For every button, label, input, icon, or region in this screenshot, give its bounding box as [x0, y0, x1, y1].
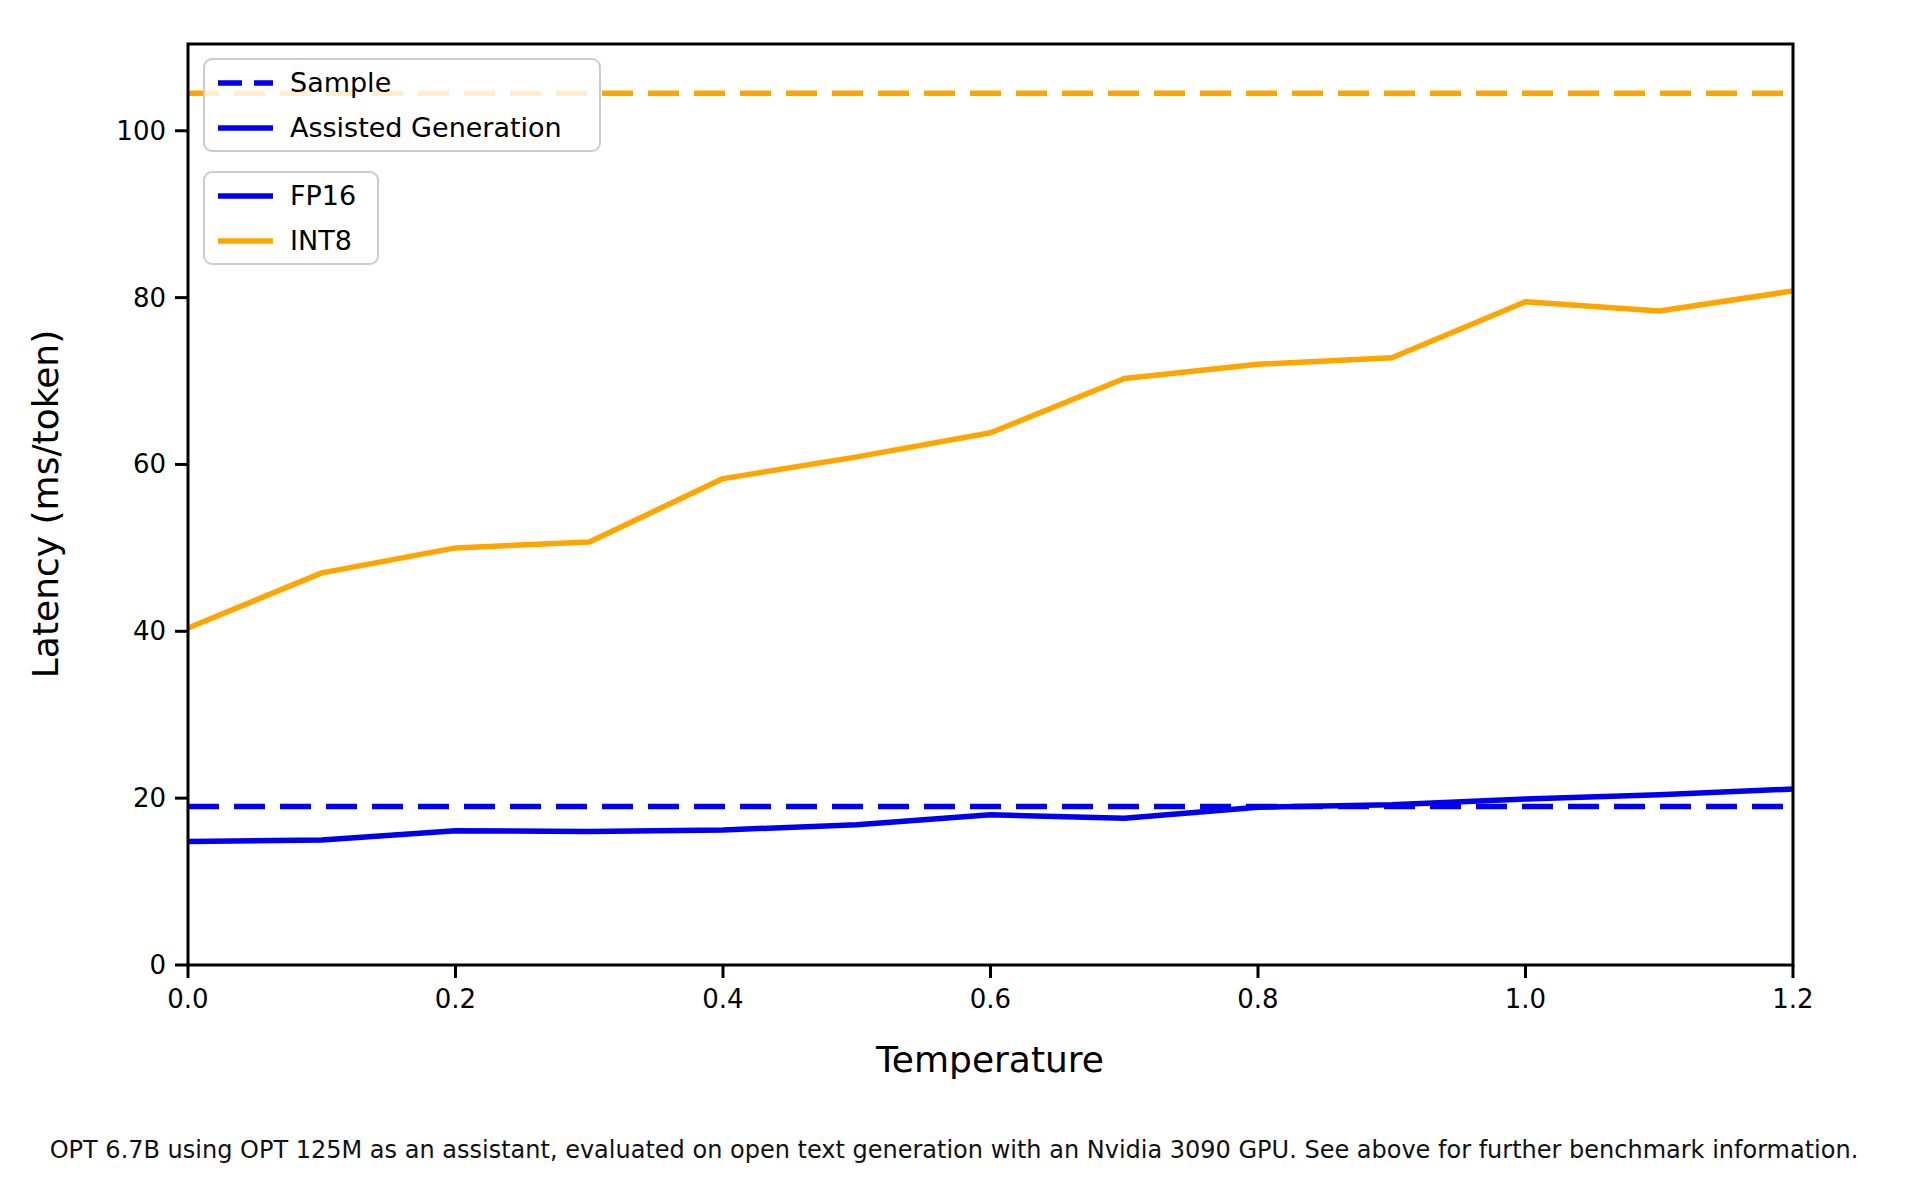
x-tick-label: 0.2 — [435, 984, 476, 1014]
legend-precision: FP16 INT8 — [204, 172, 378, 264]
y-tick-label: 80 — [133, 283, 166, 313]
x-tick-label: 0.6 — [970, 984, 1011, 1014]
x-tick-label: 1.0 — [1505, 984, 1546, 1014]
y-tick-label: 20 — [133, 783, 166, 813]
y-tick-label: 100 — [116, 116, 166, 146]
x-tick-label: 1.2 — [1772, 984, 1813, 1014]
y-tick-label: 60 — [133, 449, 166, 479]
plot-spines — [188, 44, 1793, 965]
figure-caption: OPT 6.7B using OPT 125M as an assistant,… — [50, 1136, 1859, 1164]
legend-label-fp16: FP16 — [290, 180, 356, 211]
series-line-fp16-assisted-generation — [188, 789, 1793, 842]
legend-generation-mode: Sample Assisted Generation — [204, 59, 600, 151]
y-tick-label: 0 — [149, 950, 166, 980]
legend-label-int8: INT8 — [290, 225, 352, 256]
y-tick-label: 40 — [133, 616, 166, 646]
x-tick-label: 0.8 — [1237, 984, 1278, 1014]
x-axis-label: Temperature — [875, 1039, 1104, 1080]
latency-vs-temperature-chart: 0.0 0.2 0.4 0.6 0.8 1.0 1.2 0 20 40 60 80 100 Latenc… — [0, 0, 1920, 1200]
x-tick-label: 0.0 — [167, 984, 208, 1014]
legend-label-sample: Sample — [290, 67, 391, 98]
legend-label-assisted-generation: Assisted Generation — [290, 112, 562, 143]
series-line-int8-assisted-generation — [188, 291, 1793, 628]
x-tick-label: 0.4 — [702, 984, 743, 1014]
y-axis-label: Latency (ms/token) — [25, 330, 66, 678]
